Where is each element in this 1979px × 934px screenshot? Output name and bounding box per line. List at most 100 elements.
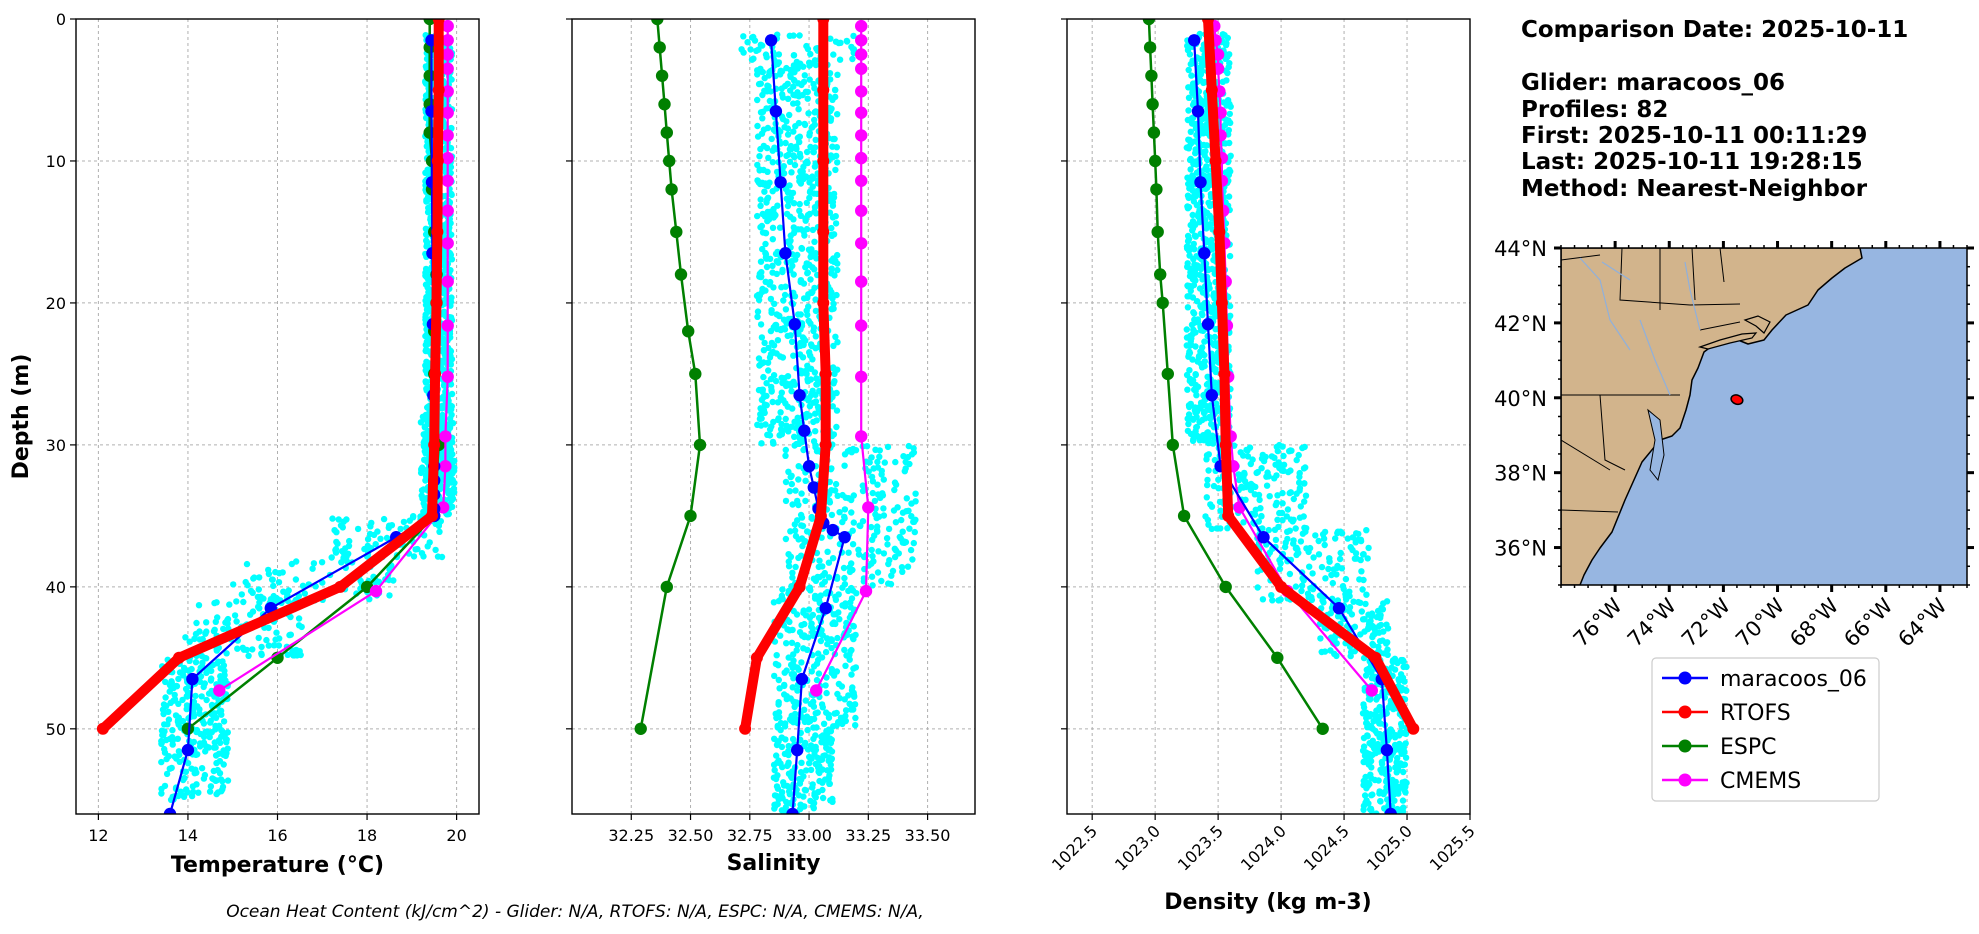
density-scatter-point	[1286, 570, 1294, 578]
density-scatter-point	[1302, 528, 1309, 535]
salinity-scatter-point	[794, 134, 802, 142]
density-scatter-point	[1193, 298, 1201, 305]
temperature-scatter-point	[233, 598, 240, 605]
density-scatter-point	[1348, 611, 1356, 618]
salinity-scatter-point	[841, 506, 849, 513]
salinity-scatter-point	[795, 792, 803, 799]
density-scatter-point	[1292, 525, 1299, 532]
salinity-scatter-point	[757, 258, 765, 265]
salinity-scatter-point	[812, 160, 819, 167]
salinity-scatter-point	[811, 116, 818, 124]
salinity-series	[634, 19, 875, 814]
salinity-scatter-point	[885, 560, 892, 568]
temperature-scatter-point	[422, 297, 429, 304]
temperature-scatter-point	[203, 619, 210, 626]
temperature-scatter-point	[223, 650, 230, 657]
salinity-maracoos-06-point	[802, 460, 816, 473]
salinity-scatter-point	[848, 584, 855, 592]
salinity-scatter-point	[828, 637, 835, 644]
salinity-scatter-point	[755, 80, 763, 88]
salinity-scatter-point	[764, 359, 772, 366]
density-espc-point	[1166, 438, 1180, 452]
temperature-scatter-point	[203, 669, 210, 676]
temperature-scatter-point	[230, 581, 237, 588]
salinity-scatter-point	[883, 535, 891, 542]
density-scatter-point	[1203, 225, 1210, 232]
salinity-scatter-point	[829, 393, 836, 401]
salinity-scatter-point	[815, 406, 823, 413]
salinity-scatter-point	[785, 428, 792, 435]
density-scatter-point	[1206, 285, 1213, 292]
density-scatter-point	[1333, 571, 1340, 578]
salinity-scatter-point	[869, 582, 876, 589]
density-scatter-point	[1206, 413, 1213, 421]
salinity-scatter-point	[811, 238, 818, 245]
density-scatter-point	[1399, 674, 1407, 681]
temperature-xtick-label: 12	[88, 826, 108, 845]
density-scatter-point	[1375, 643, 1382, 650]
salinity-scatter-point	[783, 640, 790, 647]
density-scatter-point	[1184, 386, 1191, 393]
density-scatter-point	[1400, 658, 1407, 665]
salinity-scatter-point	[807, 797, 814, 805]
salinity-scatter-point	[830, 51, 837, 58]
temperature-scatter-point	[328, 554, 335, 561]
salinity-scatter-point	[762, 240, 769, 248]
density-scatter-point	[1363, 709, 1370, 717]
density-scatter-point	[1241, 469, 1248, 477]
density-scatter-point	[1384, 639, 1391, 646]
density-scatter-point	[1388, 728, 1396, 735]
salinity-scatter-point	[803, 767, 810, 774]
temperature-scatter-point	[418, 550, 426, 557]
temperature-scatter-point	[244, 582, 251, 589]
salinity-scatter-point	[806, 760, 813, 767]
temperature-scatter-point	[220, 747, 227, 754]
density-scatter-point	[1222, 140, 1229, 147]
salinity-scatter-point	[815, 563, 822, 571]
salinity-scatter-point	[782, 317, 790, 324]
salinity-scatter-point	[871, 497, 879, 505]
temperature-scatter-point	[245, 652, 252, 659]
temperature-scatter-point	[441, 258, 448, 265]
salinity-scatter-point	[772, 377, 780, 385]
temperature-scatter-point	[207, 783, 215, 790]
temperature-scatter-point	[221, 671, 228, 679]
density-scatter-point	[1288, 447, 1295, 454]
temperature-scatter-point	[451, 479, 458, 487]
density-scatter-point	[1269, 597, 1276, 604]
salinity-scatter-point	[760, 126, 768, 133]
salinity-scatter-point	[762, 230, 770, 237]
density-scatter-point	[1256, 496, 1263, 504]
salinity-scatter-point	[798, 244, 805, 252]
salinity-scatter-point	[758, 334, 766, 341]
salinity-scatter-point	[830, 380, 837, 387]
salinity-scatter-point	[796, 150, 804, 158]
salinity-scatter-point	[829, 202, 837, 209]
salinity-scatter-point	[776, 224, 784, 231]
density-scatter-point	[1320, 599, 1327, 606]
density-scatter-point	[1366, 780, 1373, 788]
density-scatter-point	[1364, 800, 1371, 807]
salinity-scatter-point	[763, 54, 770, 61]
temperature-scatter-point	[158, 758, 165, 766]
salinity-scatter-point	[863, 443, 871, 450]
salinity-scatter-point	[794, 687, 801, 694]
salinity-rtofs-point	[817, 225, 830, 238]
salinity-scatter-point	[802, 477, 809, 484]
temperature-scatter-point	[171, 696, 179, 703]
method: Method: Nearest-Neighbor	[1521, 176, 1868, 202]
temperature-scatter-point	[220, 625, 227, 633]
density-scatter-point	[1240, 452, 1247, 459]
density-scatter-point	[1185, 420, 1192, 428]
salinity-scatter-point	[801, 72, 808, 79]
salinity-scatter-point	[859, 487, 867, 495]
salinity-scatter-point	[777, 726, 784, 734]
salinity-scatter-point	[810, 703, 818, 710]
density-scatter-point	[1251, 511, 1259, 518]
density-scatter-point	[1204, 481, 1211, 489]
density-scatter-point	[1216, 498, 1224, 506]
salinity-scatter-point	[775, 51, 783, 58]
salinity-scatter-point	[796, 419, 804, 426]
salinity-scatter-point	[812, 61, 820, 69]
